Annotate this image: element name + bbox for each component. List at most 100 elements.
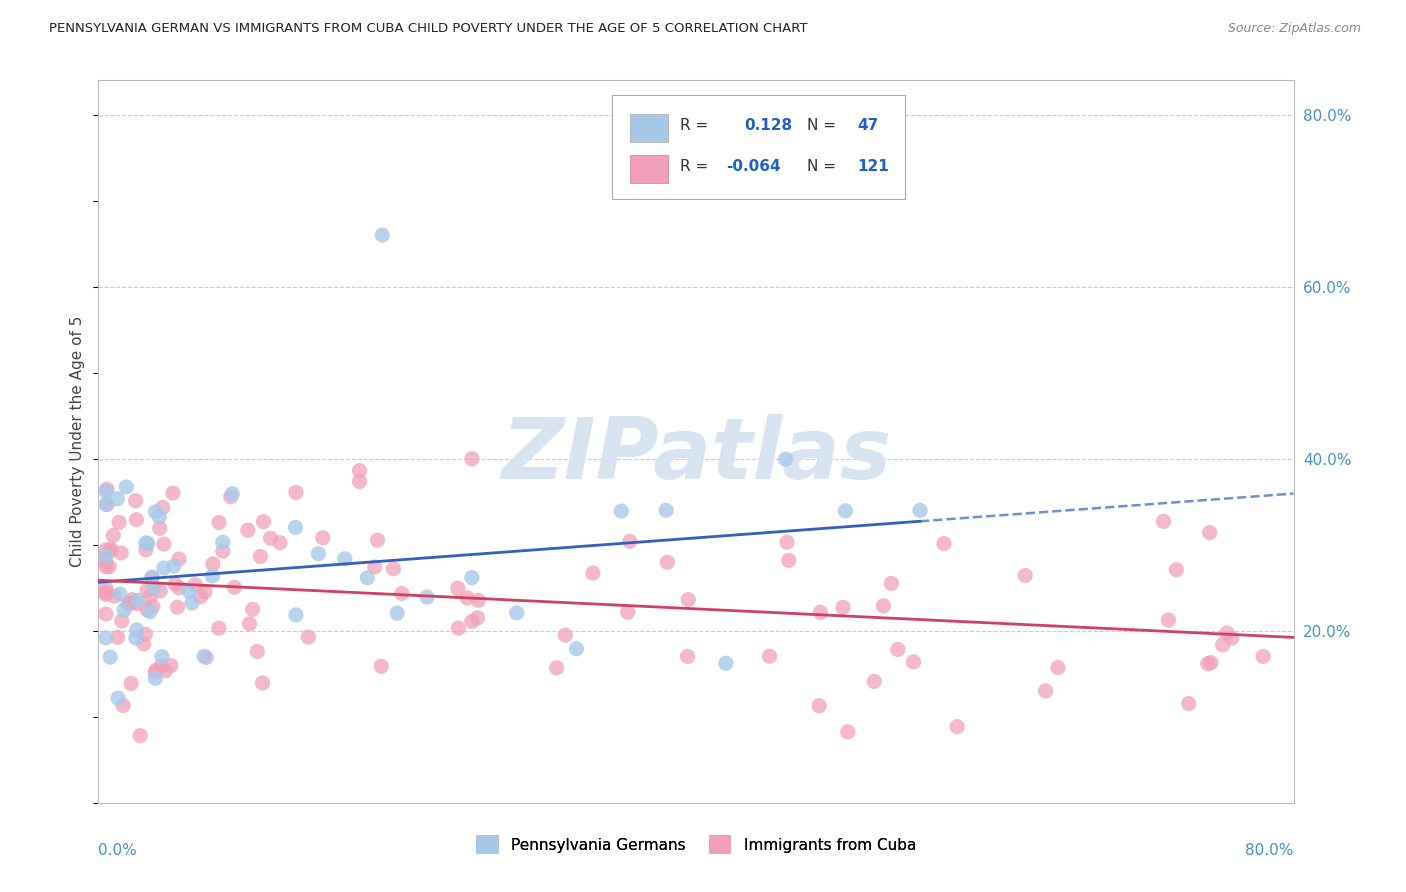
Point (356, 571, 378, 585)
Point (136, 583, 159, 598)
Point (167, 552, 190, 566)
Point (110, 546, 132, 560)
Point (94, 581, 117, 595)
Point (190, 590, 212, 604)
Point (107, 630, 129, 644)
Point (657, 555, 679, 569)
Point (100, 543, 122, 558)
Point (285, 485, 308, 500)
Point (167, 581, 190, 595)
Text: N =: N = (807, 119, 837, 133)
Point (246, 644, 269, 658)
Point (1198, 525, 1220, 540)
Point (382, 562, 405, 576)
Point (391, 586, 413, 600)
Point (162, 486, 184, 500)
Point (349, 475, 371, 489)
FancyBboxPatch shape (613, 95, 905, 200)
Point (152, 561, 174, 575)
Point (115, 480, 138, 494)
Point (94, 543, 117, 558)
Point (179, 584, 201, 599)
Point (121, 592, 143, 607)
Point (125, 631, 148, 645)
Text: -0.064: -0.064 (725, 160, 780, 175)
Point (150, 659, 173, 673)
Point (201, 557, 224, 571)
Point (141, 570, 163, 584)
Point (447, 581, 470, 595)
Point (1014, 568, 1036, 582)
Point (778, 553, 800, 567)
Point (619, 534, 641, 549)
Point (105, 491, 128, 506)
Point (103, 589, 125, 603)
Point (145, 505, 167, 519)
Legend: Pennsylvania Germans, Immigrants from Cuba: Pennsylvania Germans, Immigrants from Cu… (470, 830, 922, 860)
Point (195, 650, 218, 665)
Point (676, 649, 699, 664)
Point (1197, 657, 1219, 671)
Text: 0.128: 0.128 (744, 119, 792, 133)
Point (153, 537, 176, 551)
Text: PENNSYLVANIA GERMAN VS IMMIGRANTS FROM CUBA CHILD POVERTY UNDER THE AGE OF 5 COR: PENNSYLVANIA GERMAN VS IMMIGRANTS FROM C… (49, 22, 807, 36)
Point (98, 559, 121, 574)
Point (872, 599, 894, 613)
Point (194, 584, 217, 599)
Point (107, 691, 129, 706)
Point (506, 606, 529, 620)
Point (94, 549, 117, 563)
Point (184, 578, 207, 592)
Text: 121: 121 (858, 160, 889, 175)
Point (946, 720, 969, 734)
Point (863, 674, 886, 689)
Point (193, 649, 215, 664)
Point (714, 657, 737, 671)
Point (108, 587, 131, 601)
Point (887, 642, 910, 657)
Point (139, 605, 162, 619)
Point (776, 535, 799, 549)
Point (1220, 632, 1243, 646)
Point (125, 623, 148, 637)
Point (616, 605, 638, 619)
Point (125, 513, 148, 527)
Point (1157, 613, 1180, 627)
Point (127, 593, 149, 607)
Point (269, 535, 291, 549)
Point (238, 616, 260, 631)
Point (880, 576, 903, 591)
Point (132, 637, 155, 651)
Point (546, 661, 568, 675)
Text: Source: ZipAtlas.com: Source: ZipAtlas.com (1227, 22, 1361, 36)
Point (135, 542, 157, 557)
Point (94, 607, 117, 621)
Point (148, 510, 170, 524)
Point (297, 630, 319, 644)
Point (134, 627, 156, 641)
Point (371, 228, 394, 243)
Point (125, 596, 148, 610)
Point (129, 729, 152, 743)
Point (775, 452, 797, 467)
Point (201, 569, 224, 583)
Text: 80.0%: 80.0% (1246, 843, 1294, 857)
Point (117, 597, 139, 611)
Point (120, 596, 142, 610)
Point (112, 603, 135, 617)
Point (145, 663, 167, 677)
Point (149, 521, 172, 535)
Point (111, 614, 134, 628)
Point (259, 531, 281, 545)
Point (139, 590, 162, 604)
Point (366, 533, 388, 548)
Point (94, 587, 117, 601)
Point (224, 580, 246, 594)
Point (149, 583, 172, 598)
Point (1166, 563, 1188, 577)
Text: 0.0%: 0.0% (98, 843, 138, 857)
Point (349, 464, 371, 478)
Point (159, 658, 181, 673)
Text: 47: 47 (858, 119, 879, 133)
Point (152, 500, 174, 515)
